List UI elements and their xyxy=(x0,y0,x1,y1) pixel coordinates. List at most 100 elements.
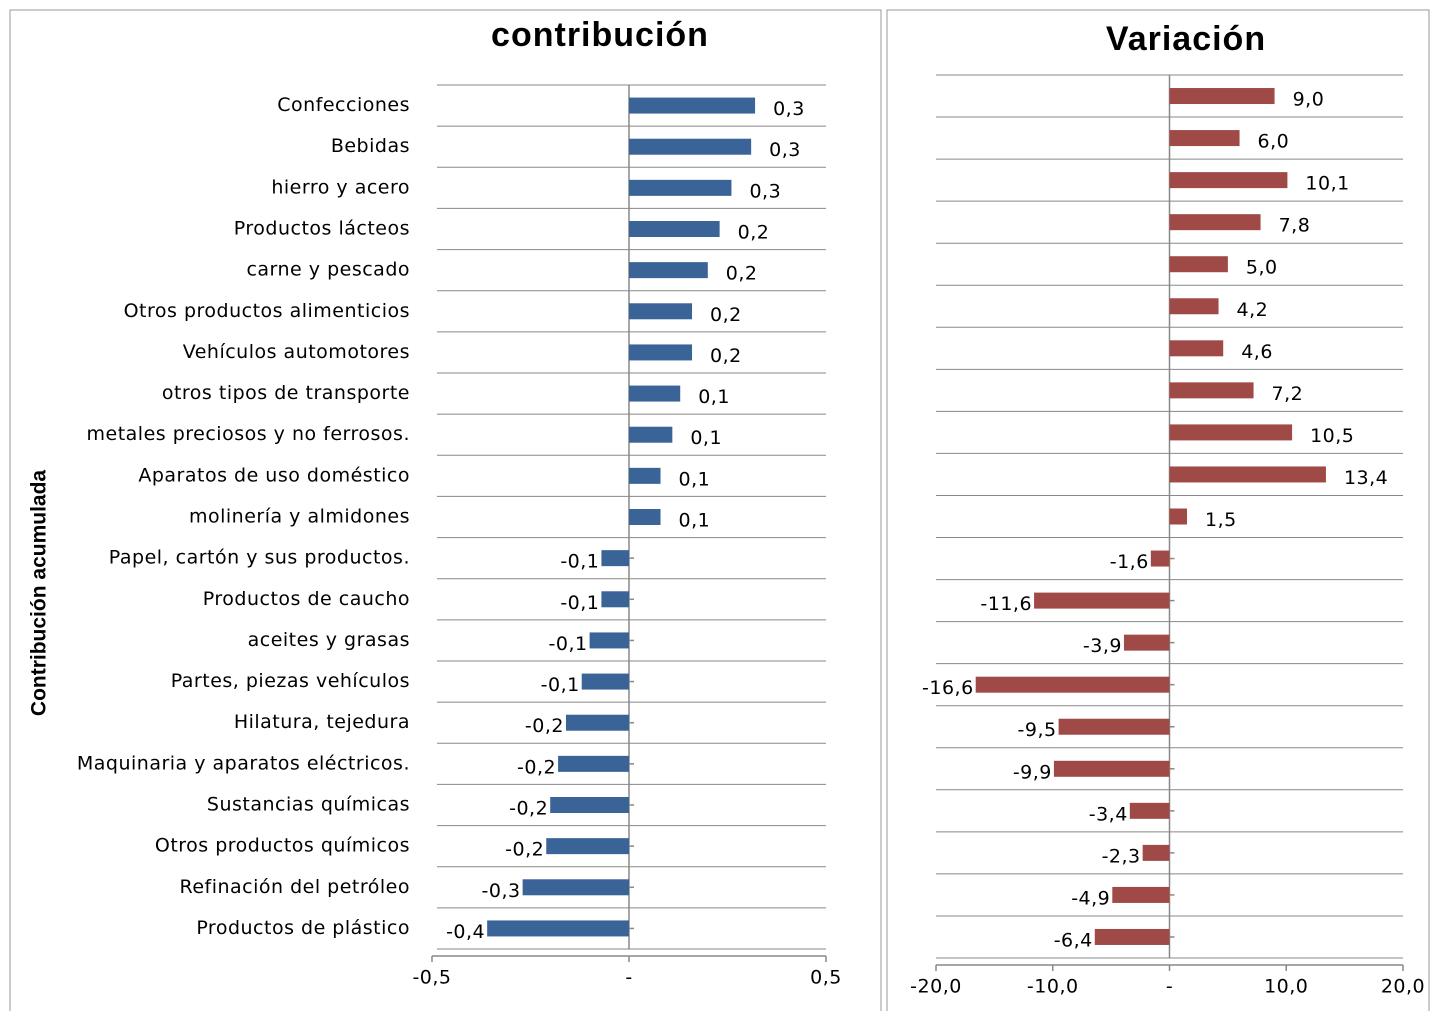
bar xyxy=(629,97,756,114)
category-label: Otros productos alimenticios xyxy=(124,300,410,322)
value-label: 0,3 xyxy=(749,180,781,202)
panel-frame xyxy=(9,9,882,1011)
bar xyxy=(1169,424,1293,441)
bar xyxy=(558,755,629,772)
category-label: Bebidas xyxy=(331,135,410,157)
value-label: -4,9 xyxy=(1071,887,1110,909)
category-label: Partes, piezas vehículos xyxy=(171,670,410,692)
value-label: 0,1 xyxy=(690,427,722,449)
bar xyxy=(629,262,708,279)
bar xyxy=(629,179,732,196)
value-label: 0,1 xyxy=(679,468,711,490)
value-label: -9,9 xyxy=(1013,761,1052,783)
value-label: -0,1 xyxy=(541,674,580,696)
bar xyxy=(1169,88,1275,105)
bar xyxy=(1169,340,1224,357)
category-label: Maquinaria y aparatos eléctricos. xyxy=(77,752,410,774)
value-label: 7,8 xyxy=(1279,215,1311,237)
category-label: hierro y acero xyxy=(271,176,410,198)
x-tick-label: -10,0 xyxy=(1027,976,1079,998)
value-label: 13,4 xyxy=(1344,467,1388,489)
value-label: -6,4 xyxy=(1054,929,1093,951)
bar xyxy=(487,920,629,937)
bar xyxy=(565,714,629,731)
value-label: -2,3 xyxy=(1102,845,1141,867)
bar xyxy=(629,467,661,484)
bar xyxy=(522,879,629,896)
x-tick-label: 10,0 xyxy=(1264,976,1308,998)
bar xyxy=(629,426,673,443)
category-label: Aparatos de uso doméstico xyxy=(138,464,410,486)
bar xyxy=(1112,886,1170,903)
value-label: 7,2 xyxy=(1272,383,1304,405)
bar xyxy=(629,138,752,155)
category-label: Refinación del petróleo xyxy=(179,876,410,898)
bar xyxy=(1142,844,1170,861)
chart-title: Variación xyxy=(1106,20,1266,58)
value-label: -1,6 xyxy=(1110,551,1149,573)
category-label: Productos de caucho xyxy=(203,588,410,610)
x-tick-label: -0,5 xyxy=(412,967,451,989)
bar xyxy=(546,838,629,855)
bar xyxy=(589,632,629,649)
category-label: Productos de plástico xyxy=(196,917,410,939)
value-label: -9,5 xyxy=(1018,719,1057,741)
chart-title: contribución xyxy=(491,16,709,54)
value-label: -0,1 xyxy=(560,551,599,573)
bar xyxy=(1169,256,1228,273)
value-label: -16,6 xyxy=(922,677,974,699)
value-label: -11,6 xyxy=(980,593,1032,615)
bar xyxy=(975,676,1170,693)
bar xyxy=(1169,466,1326,483)
bar xyxy=(629,344,693,361)
category-label: metales preciosos y no ferrosos. xyxy=(87,423,410,445)
category-label: Papel, cartón y sus productos. xyxy=(109,547,410,569)
value-label: 0,3 xyxy=(773,98,805,120)
bar xyxy=(1169,214,1261,231)
bar xyxy=(601,550,629,567)
value-label: 0,1 xyxy=(698,386,730,408)
value-label: 10,5 xyxy=(1310,425,1354,447)
value-label: -0,2 xyxy=(509,798,548,820)
value-label: -3,4 xyxy=(1089,803,1128,825)
value-label: 0,3 xyxy=(769,139,801,161)
bar xyxy=(1169,172,1288,189)
x-tick-label: - xyxy=(625,967,632,989)
panel-frame xyxy=(886,9,1430,1011)
bar xyxy=(1169,382,1254,399)
x-tick-label: -20,0 xyxy=(910,976,962,998)
bar xyxy=(1169,130,1240,147)
value-label: 0,2 xyxy=(710,304,742,326)
bar xyxy=(1129,802,1170,819)
bar xyxy=(601,591,629,608)
value-label: -0,2 xyxy=(517,756,556,778)
category-label: Otros productos químicos xyxy=(155,835,410,857)
category-label: aceites y grasas xyxy=(248,629,410,651)
bar xyxy=(1058,718,1170,735)
bar xyxy=(1169,508,1188,525)
value-label: -3,9 xyxy=(1083,635,1122,657)
value-label: 0,2 xyxy=(726,263,758,285)
bar xyxy=(629,385,681,402)
bar xyxy=(581,673,629,690)
category-label: Hilatura, tejedura xyxy=(234,711,410,733)
category-label: Sustancias químicas xyxy=(207,794,410,816)
value-label: -0,1 xyxy=(560,592,599,614)
value-label: 0,2 xyxy=(738,222,770,244)
bar xyxy=(629,221,720,237)
bar xyxy=(1053,760,1170,777)
value-label: -0,4 xyxy=(446,921,485,943)
category-label: Confecciones xyxy=(277,94,410,116)
bar xyxy=(629,303,693,320)
bar xyxy=(1169,298,1219,315)
category-label: carne y pescado xyxy=(246,259,410,281)
category-label: Productos lácteos xyxy=(234,218,410,240)
value-label: 0,2 xyxy=(710,345,742,367)
category-label: Vehículos automotores xyxy=(183,341,410,363)
category-label: molinería y almidones xyxy=(189,506,410,528)
value-label: 4,6 xyxy=(1241,341,1273,363)
value-label: 6,0 xyxy=(1258,131,1290,153)
value-label: 1,5 xyxy=(1205,509,1237,531)
value-label: 10,1 xyxy=(1305,173,1349,195)
